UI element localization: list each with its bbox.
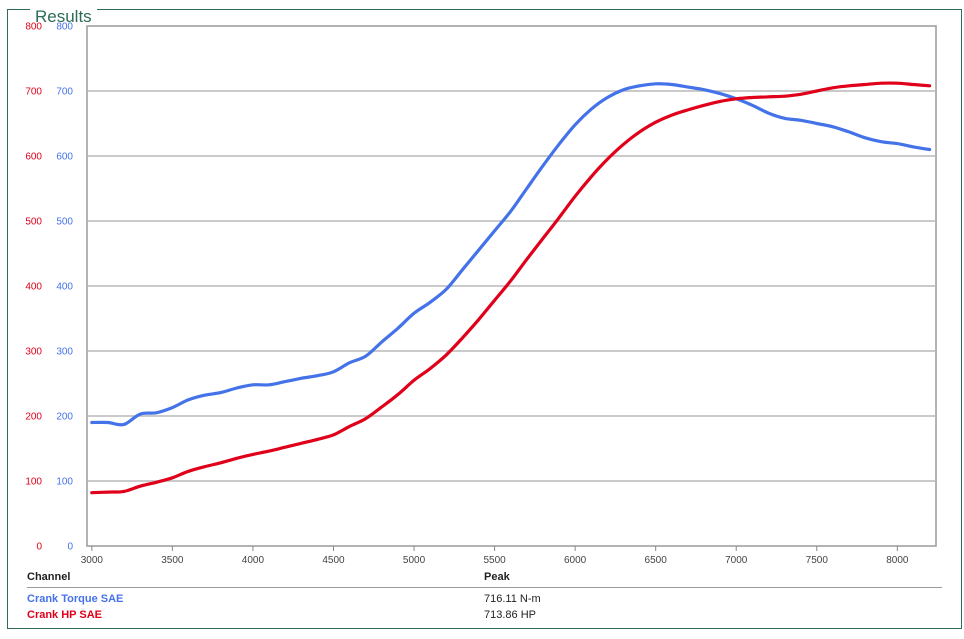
- x-tick-label: 7000: [725, 555, 748, 566]
- y-tick-label-right: 100: [56, 477, 73, 488]
- y-tick-label-right: 400: [56, 282, 73, 293]
- y-tick-label-left: 600: [25, 152, 42, 163]
- dyno-chart: 0 0 100 100 200 200 300 300 400 400 500 500 600 600 70…: [25, 22, 937, 566]
- legend-peak-torque: 716.11 N-m: [484, 593, 541, 605]
- x-tick-label: 6500: [645, 555, 668, 566]
- y-tick-label-right: 300: [56, 347, 73, 358]
- x-tick-label: 6000: [564, 555, 587, 566]
- y-tick-label-left: 100: [25, 477, 42, 488]
- y-tick-label-left: 700: [25, 87, 42, 98]
- series-line-crank-hp: [90, 81, 932, 495]
- x-tick-label: 4000: [242, 555, 265, 566]
- y-tick-label-right: 600: [56, 152, 73, 163]
- y-tick-label-left: 800: [25, 22, 42, 33]
- x-tick-label: 5500: [483, 555, 506, 566]
- y-tick-label-left: 200: [25, 412, 42, 423]
- x-tick-label: 3000: [81, 555, 104, 566]
- y-tick-label-right: 700: [56, 87, 73, 98]
- y-tick-label-right: 800: [56, 22, 73, 33]
- y-tick-label-left: 300: [25, 347, 42, 358]
- panel-title: Results: [30, 7, 97, 27]
- y-tick-label-right: 0: [67, 542, 73, 553]
- legend-header-peak: Peak: [484, 571, 510, 583]
- x-tick-label: 8000: [886, 555, 909, 566]
- x-tick-label: 5000: [403, 555, 426, 566]
- y-tick-label-left: 0: [36, 542, 42, 553]
- x-tick-label: 7500: [806, 555, 829, 566]
- x-tick-label: 4500: [322, 555, 345, 566]
- y-tick-label-right: 200: [56, 412, 73, 423]
- y-tick-label-left: 400: [25, 282, 42, 293]
- legend-divider: [27, 587, 942, 588]
- legend-name-torque: Crank Torque SAE: [27, 593, 124, 605]
- x-tick-label: 3500: [161, 555, 184, 566]
- legend-row-hp: Crank HP SAE 713.86 HP: [27, 609, 942, 624]
- legend-peak-hp: 713.86 HP: [484, 609, 536, 621]
- results-panel: Results: [7, 7, 962, 629]
- legend-header-channel: Channel: [27, 571, 71, 583]
- series-line-crank-torque: [90, 82, 932, 427]
- legend-row-torque: Crank Torque SAE 716.11 N-m: [27, 593, 942, 608]
- legend-name-hp: Crank HP SAE: [27, 609, 102, 621]
- y-tick-label-left: 500: [25, 217, 42, 228]
- y-tick-label-right: 500: [56, 217, 73, 228]
